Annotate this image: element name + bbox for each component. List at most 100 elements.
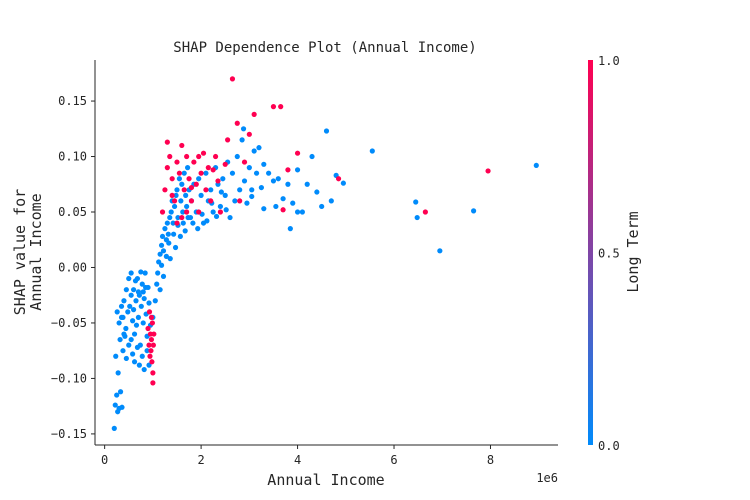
data-point bbox=[314, 189, 320, 195]
data-point bbox=[164, 165, 170, 171]
data-point bbox=[148, 336, 155, 343]
data-point bbox=[180, 220, 186, 226]
colorbar-tick-label: 0.0 bbox=[598, 439, 620, 453]
y-tick-label: 0.05 bbox=[58, 205, 87, 219]
data-point bbox=[237, 187, 243, 193]
data-point bbox=[182, 228, 188, 234]
data-point bbox=[162, 187, 168, 193]
data-point bbox=[157, 287, 163, 293]
data-point bbox=[217, 203, 223, 210]
data-point bbox=[190, 220, 196, 226]
x-tick-label: 0 bbox=[101, 453, 108, 467]
x-axis-label: Annual Income bbox=[267, 471, 384, 489]
data-point bbox=[174, 220, 180, 226]
data-point bbox=[188, 184, 195, 191]
data-point bbox=[304, 181, 310, 187]
data-point bbox=[217, 209, 223, 215]
data-point bbox=[239, 137, 245, 143]
colorbar-label: Long Term bbox=[624, 211, 642, 292]
data-point bbox=[163, 253, 169, 259]
data-point bbox=[164, 139, 170, 145]
data-point bbox=[169, 176, 175, 182]
data-point bbox=[212, 153, 219, 160]
plot-area: 0 2 4 6 8 −0.15 −0.10 −0.05 0.00 0.05 0.10 0.15 bbox=[51, 60, 558, 467]
data-point bbox=[470, 208, 477, 214]
data-point bbox=[294, 167, 301, 173]
data-point bbox=[135, 289, 142, 295]
data-point bbox=[261, 161, 267, 167]
data-point bbox=[151, 331, 157, 337]
data-point bbox=[115, 370, 121, 376]
data-point bbox=[171, 203, 178, 210]
data-point bbox=[413, 199, 419, 205]
data-point bbox=[369, 148, 375, 154]
data-point bbox=[117, 336, 123, 343]
data-point bbox=[176, 170, 183, 176]
data-point bbox=[130, 307, 137, 313]
data-point bbox=[184, 203, 190, 210]
data-point bbox=[150, 380, 156, 386]
data-point bbox=[148, 348, 154, 354]
data-point bbox=[266, 170, 272, 176]
data-point bbox=[174, 187, 180, 193]
data-point bbox=[179, 142, 185, 149]
data-point bbox=[258, 184, 264, 191]
data-point bbox=[144, 348, 150, 354]
data-point bbox=[179, 214, 185, 221]
data-point bbox=[123, 287, 129, 293]
y-axis-ticks: −0.15 −0.10 −0.05 0.00 0.05 0.10 0.15 bbox=[51, 94, 95, 441]
data-point bbox=[249, 193, 255, 200]
data-point bbox=[128, 292, 134, 298]
data-point bbox=[241, 159, 248, 165]
data-point bbox=[188, 198, 195, 204]
data-point bbox=[143, 284, 149, 291]
data-point bbox=[229, 170, 236, 176]
data-point bbox=[145, 325, 151, 332]
x-tick-label: 8 bbox=[487, 453, 494, 467]
x-tick-label: 4 bbox=[294, 453, 301, 467]
data-point bbox=[422, 209, 428, 215]
data-point bbox=[170, 220, 176, 226]
data-point bbox=[166, 240, 172, 246]
data-point bbox=[149, 320, 155, 326]
data-point bbox=[132, 278, 139, 284]
data-point bbox=[158, 262, 165, 268]
data-point bbox=[171, 198, 178, 204]
data-point bbox=[127, 303, 133, 309]
data-point bbox=[225, 137, 231, 143]
data-point bbox=[167, 214, 173, 221]
data-point bbox=[130, 351, 136, 357]
data-point bbox=[158, 242, 165, 248]
data-point bbox=[414, 214, 420, 221]
data-point bbox=[251, 111, 257, 117]
data-point bbox=[285, 167, 291, 173]
data-point bbox=[533, 162, 539, 169]
data-point bbox=[215, 178, 221, 184]
data-point bbox=[125, 309, 131, 315]
data-point bbox=[196, 209, 202, 215]
data-point bbox=[270, 178, 277, 184]
data-point bbox=[171, 231, 177, 237]
data-point bbox=[174, 159, 180, 165]
data-point bbox=[141, 295, 147, 302]
data-point bbox=[213, 213, 220, 220]
data-point bbox=[485, 168, 491, 174]
data-point bbox=[146, 309, 153, 315]
data-point bbox=[294, 150, 301, 156]
data-point bbox=[210, 167, 216, 173]
data-point bbox=[200, 150, 207, 156]
data-point bbox=[130, 318, 136, 324]
data-point bbox=[121, 331, 127, 337]
data-point bbox=[195, 226, 201, 232]
colorbar-tick-label: 0.5 bbox=[598, 247, 620, 261]
data-point bbox=[229, 76, 236, 82]
data-point bbox=[208, 198, 214, 204]
data-point bbox=[184, 209, 190, 215]
data-point bbox=[246, 131, 252, 137]
data-point bbox=[203, 170, 209, 176]
data-point bbox=[142, 270, 148, 276]
data-point bbox=[183, 192, 189, 198]
data-point bbox=[146, 342, 152, 348]
data-point bbox=[123, 355, 129, 362]
colorbar bbox=[588, 60, 593, 445]
